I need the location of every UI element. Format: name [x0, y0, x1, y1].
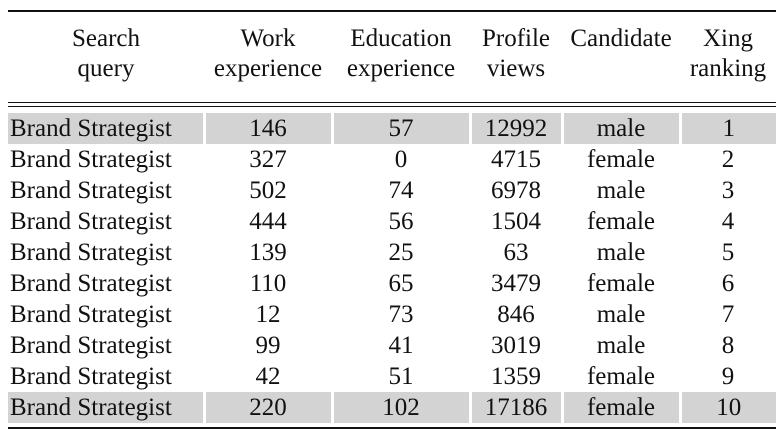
cell-education-experience: 73: [388, 301, 414, 328]
cell-xing-ranking: 10: [678, 392, 776, 423]
cell-education-experience: 51: [388, 363, 414, 390]
cell-candidate: male: [596, 332, 646, 359]
cell-search-query: Brand Strategist: [10, 270, 172, 297]
cell-xing-ranking: 8: [721, 332, 735, 359]
cell-profile-views: 3019: [491, 332, 541, 359]
cell-profile-views: 63: [503, 239, 529, 266]
table-row: Brand Strategist 327 0 4715 female 2: [8, 144, 776, 175]
table-row: Brand Strategist 42 51 1359 female 9: [8, 361, 776, 392]
header-xing-ranking: Xing ranking: [689, 25, 767, 82]
cell-education-experience: 41: [388, 332, 414, 359]
header-double-rule: [8, 102, 776, 107]
cell-work-experience: 444: [249, 208, 287, 235]
cell-candidate: female: [586, 146, 655, 173]
cell-work-experience: 110: [249, 270, 287, 297]
cell-profile-views: 3479: [491, 270, 541, 297]
cell-education-experience: 57: [330, 113, 470, 144]
cell-education-experience: 0: [394, 146, 408, 173]
cell-search-query: Brand Strategist: [8, 113, 204, 144]
table-header-row: Search query Work experience Education expe…: [8, 12, 776, 102]
cell-xing-ranking: 5: [721, 239, 735, 266]
cell-profile-views: 1359: [491, 363, 541, 390]
cell-candidate: female: [560, 392, 680, 423]
cell-education-experience: 56: [388, 208, 414, 235]
header-candidate: Candidate: [570, 25, 672, 52]
cell-xing-ranking: 9: [721, 363, 735, 390]
table-row: Brand Strategist 444 56 1504 female 4: [8, 206, 776, 237]
header-search-query: Search query: [71, 25, 141, 82]
cell-search-query: Brand Strategist: [10, 177, 172, 204]
cell-candidate: male: [560, 113, 680, 144]
cell-work-experience: 220: [202, 392, 332, 423]
cell-work-experience: 12: [255, 301, 281, 328]
cell-search-query: Brand Strategist: [10, 332, 172, 359]
cell-candidate: female: [586, 363, 655, 390]
table-row: Brand Strategist 502 74 6978 male 3: [8, 175, 776, 206]
cell-work-experience: 42: [255, 363, 281, 390]
table-row: Brand Strategist 110 65 3479 female 6: [8, 268, 776, 299]
cell-education-experience: 25: [388, 239, 414, 266]
cell-search-query: Brand Strategist: [10, 301, 172, 328]
cell-xing-ranking: 7: [721, 301, 735, 328]
table-row: Brand Strategist 12 73 846 male 7: [8, 299, 776, 330]
table-row: Brand Strategist 99 41 3019 male 8: [8, 330, 776, 361]
cell-profile-views: 6978: [491, 177, 541, 204]
cell-search-query: Brand Strategist: [10, 146, 172, 173]
cell-candidate: female: [586, 270, 655, 297]
cell-search-query: Brand Strategist: [10, 208, 172, 235]
ranking-table-container: Search query Work experience Education expe…: [8, 8, 776, 429]
cell-search-query: Brand Strategist: [10, 363, 172, 390]
cell-search-query: Brand Strategist: [10, 239, 172, 266]
cell-profile-views: 17186: [468, 392, 562, 423]
cell-profile-views: 1504: [491, 208, 541, 235]
cell-xing-ranking: 4: [721, 208, 735, 235]
cell-candidate: male: [596, 177, 646, 204]
cell-xing-ranking: 6: [721, 270, 735, 297]
table-row: Brand Strategist 139 25 63 male 5: [8, 237, 776, 268]
header-work-experience: Work experience: [213, 25, 323, 82]
cell-work-experience: 146: [202, 113, 332, 144]
cell-xing-ranking: 1: [678, 113, 776, 144]
table-top-rule: [8, 10, 776, 12]
header-education-experience: Education experience: [346, 25, 456, 82]
cell-search-query: Brand Strategist: [8, 392, 204, 423]
cell-education-experience: 102: [330, 392, 470, 423]
ranking-table: Search query Work experience Education expe…: [8, 12, 776, 102]
cell-education-experience: 74: [388, 177, 414, 204]
cell-candidate: female: [586, 208, 655, 235]
table-row: Brand Strategist 220 102 17186 female 10: [8, 392, 776, 423]
cell-work-experience: 502: [249, 177, 287, 204]
header-profile-views: Profile views: [481, 25, 551, 82]
cell-xing-ranking: 3: [721, 177, 735, 204]
ranking-table-body: Brand Strategist 146 57 12992 male 1 Brand Str…: [8, 113, 776, 423]
cell-work-experience: 99: [255, 332, 281, 359]
cell-candidate: male: [596, 301, 646, 328]
cell-xing-ranking: 2: [721, 146, 735, 173]
table-row: Brand Strategist 146 57 12992 male 1: [8, 113, 776, 144]
cell-profile-views: 12992: [468, 113, 562, 144]
cell-education-experience: 65: [388, 270, 414, 297]
cell-work-experience: 327: [249, 146, 287, 173]
cell-candidate: male: [596, 239, 646, 266]
cell-work-experience: 139: [249, 239, 287, 266]
cell-profile-views: 846: [497, 301, 535, 328]
cell-profile-views: 4715: [491, 146, 541, 173]
